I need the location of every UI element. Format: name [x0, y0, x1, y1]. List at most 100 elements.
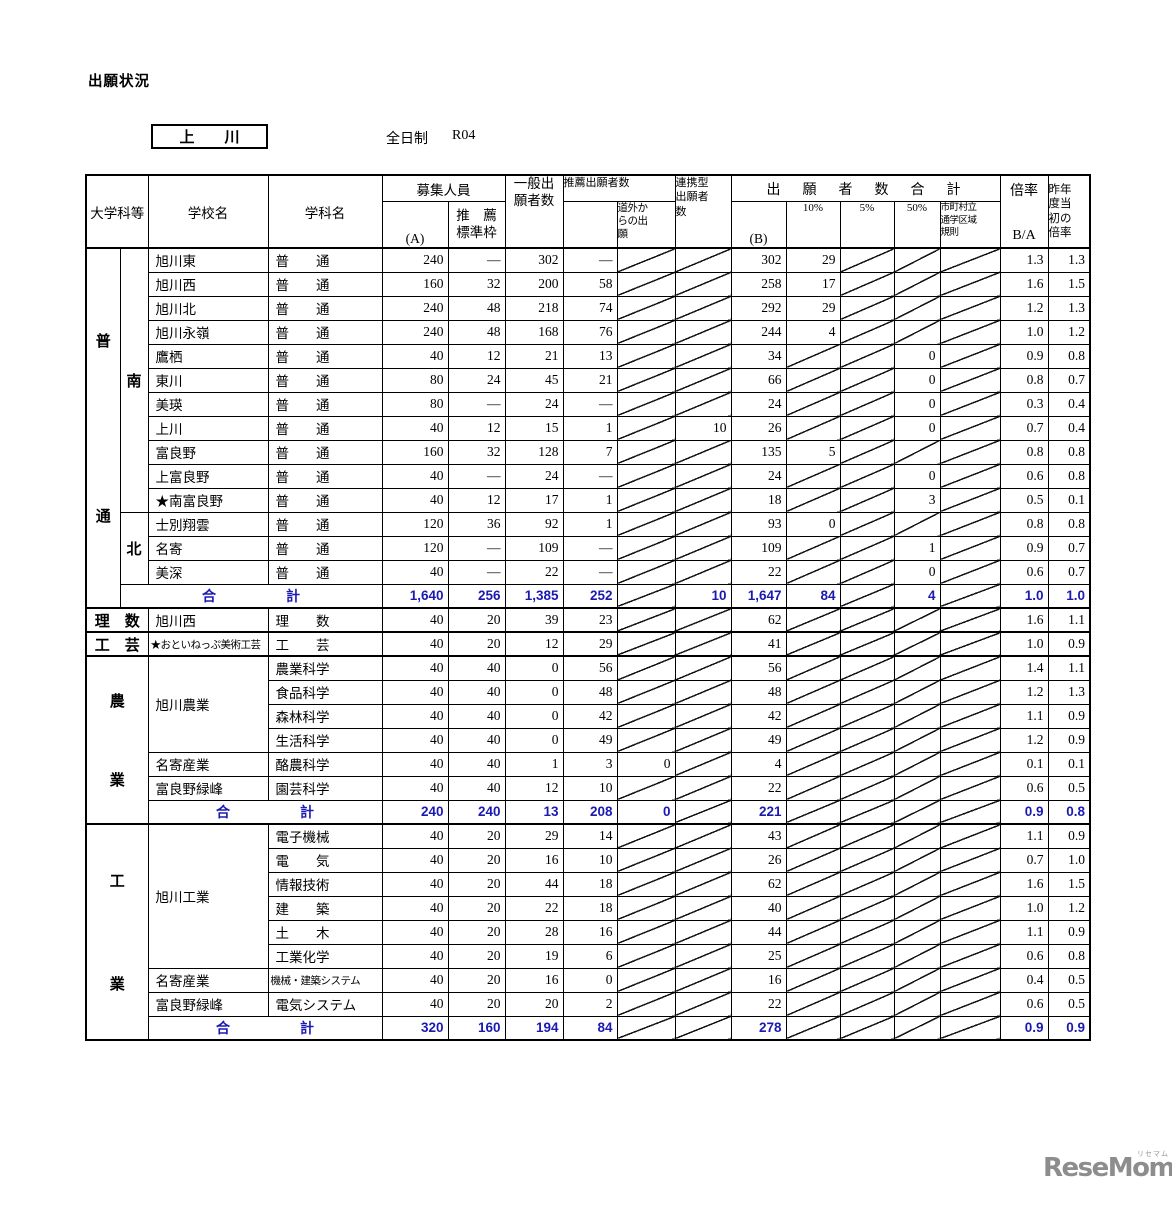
value-cell: 24 — [447, 367, 506, 393]
department-name-cell: 普 通 — [267, 343, 383, 369]
value-cell: 3 — [893, 487, 941, 513]
value-cell: 36 — [447, 511, 506, 537]
table-row: 上川普 通 40 12 15 1 10 26 0 0.7 0.4 — [86, 415, 1091, 441]
department-name-cell: 園芸科学 — [267, 775, 383, 801]
value-cell: 0.4 — [1047, 415, 1091, 441]
value-cell: 1 — [562, 415, 618, 441]
subcategory-label-cell: 南 — [119, 247, 149, 513]
crossed-out-cell — [893, 943, 941, 969]
crossed-out-cell — [616, 775, 676, 801]
value-cell: 0.8 — [1047, 439, 1091, 465]
value-cell: 1.3 — [1047, 247, 1091, 273]
table-row: 名寄産業 酪農科学 40 40 1 3 0 4 0.1 0.1 — [86, 751, 1091, 777]
value-cell: 20 — [504, 991, 564, 1017]
table-row: 情報技術 40 20 44 18 62 1.6 1.5 — [86, 871, 1091, 897]
value-cell: 0.7 — [999, 415, 1049, 441]
crossed-out-cell — [839, 991, 895, 1017]
crossed-out-cell — [616, 943, 676, 969]
table-row: 工業旭川工業 電子機械 40 20 29 14 43 1.1 0.9 — [85, 823, 1091, 1041]
table-row: 旭川西普 通 160 32 200 58 258 17 1.6 1.5 — [86, 271, 1091, 297]
crossed-out-cell — [839, 367, 895, 393]
table-row: 合 計 320 160 194 84 278 0.9 0.9 — [86, 1015, 1091, 1041]
department-name-cell: 普 通 — [267, 271, 383, 297]
resemom-logo-ruby: リセマム — [1137, 1150, 1169, 1158]
total-value-cell: 240 — [447, 799, 506, 825]
value-cell: 40 — [381, 991, 449, 1017]
crossed-out-cell — [893, 703, 941, 729]
crossed-out-cell — [785, 991, 841, 1017]
crossed-out-cell — [839, 319, 895, 345]
crossed-out-cell — [939, 583, 1001, 609]
crossed-out-cell — [674, 799, 732, 825]
crossed-out-cell — [616, 295, 676, 321]
daytime-label: 全日制 — [386, 132, 428, 147]
value-cell: 1.3 — [999, 247, 1049, 273]
crossed-out-cell — [939, 463, 1001, 489]
value-cell: — — [447, 535, 506, 561]
crossed-out-cell — [893, 1015, 941, 1041]
value-cell: — — [562, 463, 618, 489]
value-cell: 92 — [504, 511, 564, 537]
header-lastyear-ratio: 昨年 度当 初の 倍率 — [1047, 174, 1091, 249]
value-cell: 200 — [504, 271, 564, 297]
department-name-cell: 電 気 — [267, 847, 383, 873]
header-collab-applicants: 連携型 出願者 数 — [674, 174, 732, 249]
value-cell: 21 — [562, 367, 618, 393]
resemom-logo: リセマム ReseMom. — [1043, 1150, 1172, 1183]
crossed-out-cell — [839, 343, 895, 369]
school-name-cell: 旭川西 — [147, 271, 269, 297]
value-cell: 0.5 — [1047, 775, 1091, 801]
value-cell: 240 — [381, 247, 449, 273]
value-cell: — — [562, 559, 618, 585]
department-name-cell: 食品科学 — [267, 679, 383, 705]
crossed-out-cell — [939, 943, 1001, 969]
crossed-out-cell — [674, 487, 732, 513]
value-cell: 49 — [730, 727, 787, 753]
value-cell: 0.6 — [999, 559, 1049, 585]
value-cell: 109 — [504, 535, 564, 561]
crossed-out-cell — [616, 535, 676, 561]
value-cell: 302 — [504, 247, 564, 273]
value-cell: 40 — [447, 775, 506, 801]
crossed-out-cell — [839, 703, 895, 729]
school-name-cell: 鷹栖 — [147, 343, 269, 369]
category-label-cell: 工業 — [85, 823, 149, 1041]
crossed-out-cell — [674, 847, 732, 873]
value-cell: 1.1 — [999, 919, 1049, 945]
department-name-cell: 普 通 — [267, 559, 383, 585]
total-value-cell: 0 — [616, 799, 676, 825]
total-value-cell: 194 — [504, 1015, 564, 1041]
value-cell: 218 — [504, 295, 564, 321]
table-row: 名寄産業 機械・建築システム 40 20 16 0 16 0.4 0.5 — [86, 967, 1091, 993]
page-title: 出願状況 — [88, 74, 150, 90]
crossed-out-cell — [674, 367, 732, 393]
crossed-out-cell — [674, 871, 732, 897]
value-cell: — — [562, 391, 618, 417]
crossed-out-cell — [939, 703, 1001, 729]
crossed-out-cell — [785, 367, 841, 393]
crossed-out-cell — [785, 967, 841, 993]
crossed-out-cell — [839, 919, 895, 945]
crossed-out-cell — [839, 487, 895, 513]
crossed-out-cell — [785, 919, 841, 945]
value-cell: 40 — [381, 775, 449, 801]
value-cell: 292 — [730, 295, 787, 321]
crossed-out-cell — [616, 343, 676, 369]
crossed-out-cell — [616, 871, 676, 897]
value-cell: 40 — [381, 727, 449, 753]
value-cell: 21 — [504, 343, 564, 369]
application-status-table: 大学科等 学校名 学科名 募集人員 一般出 願者数 推薦出願者数 連携型 出願者… — [85, 174, 1092, 1041]
school-name-cell: 富良野緑峰 — [147, 991, 269, 1017]
crossed-out-cell — [785, 631, 841, 657]
header-10pct: 10% — [785, 201, 841, 249]
header-50pct: 50% — [893, 201, 941, 249]
value-cell: 62 — [730, 607, 787, 633]
value-cell: 40 — [381, 751, 449, 777]
crossed-out-cell — [674, 775, 732, 801]
total-value-cell: 10 — [674, 583, 732, 609]
crossed-out-cell — [839, 847, 895, 873]
department-name-cell: 普 通 — [267, 439, 383, 465]
value-cell: 1 — [562, 487, 618, 513]
school-name-cell: 富良野 — [147, 439, 269, 465]
department-name-cell: 普 通 — [267, 391, 383, 417]
